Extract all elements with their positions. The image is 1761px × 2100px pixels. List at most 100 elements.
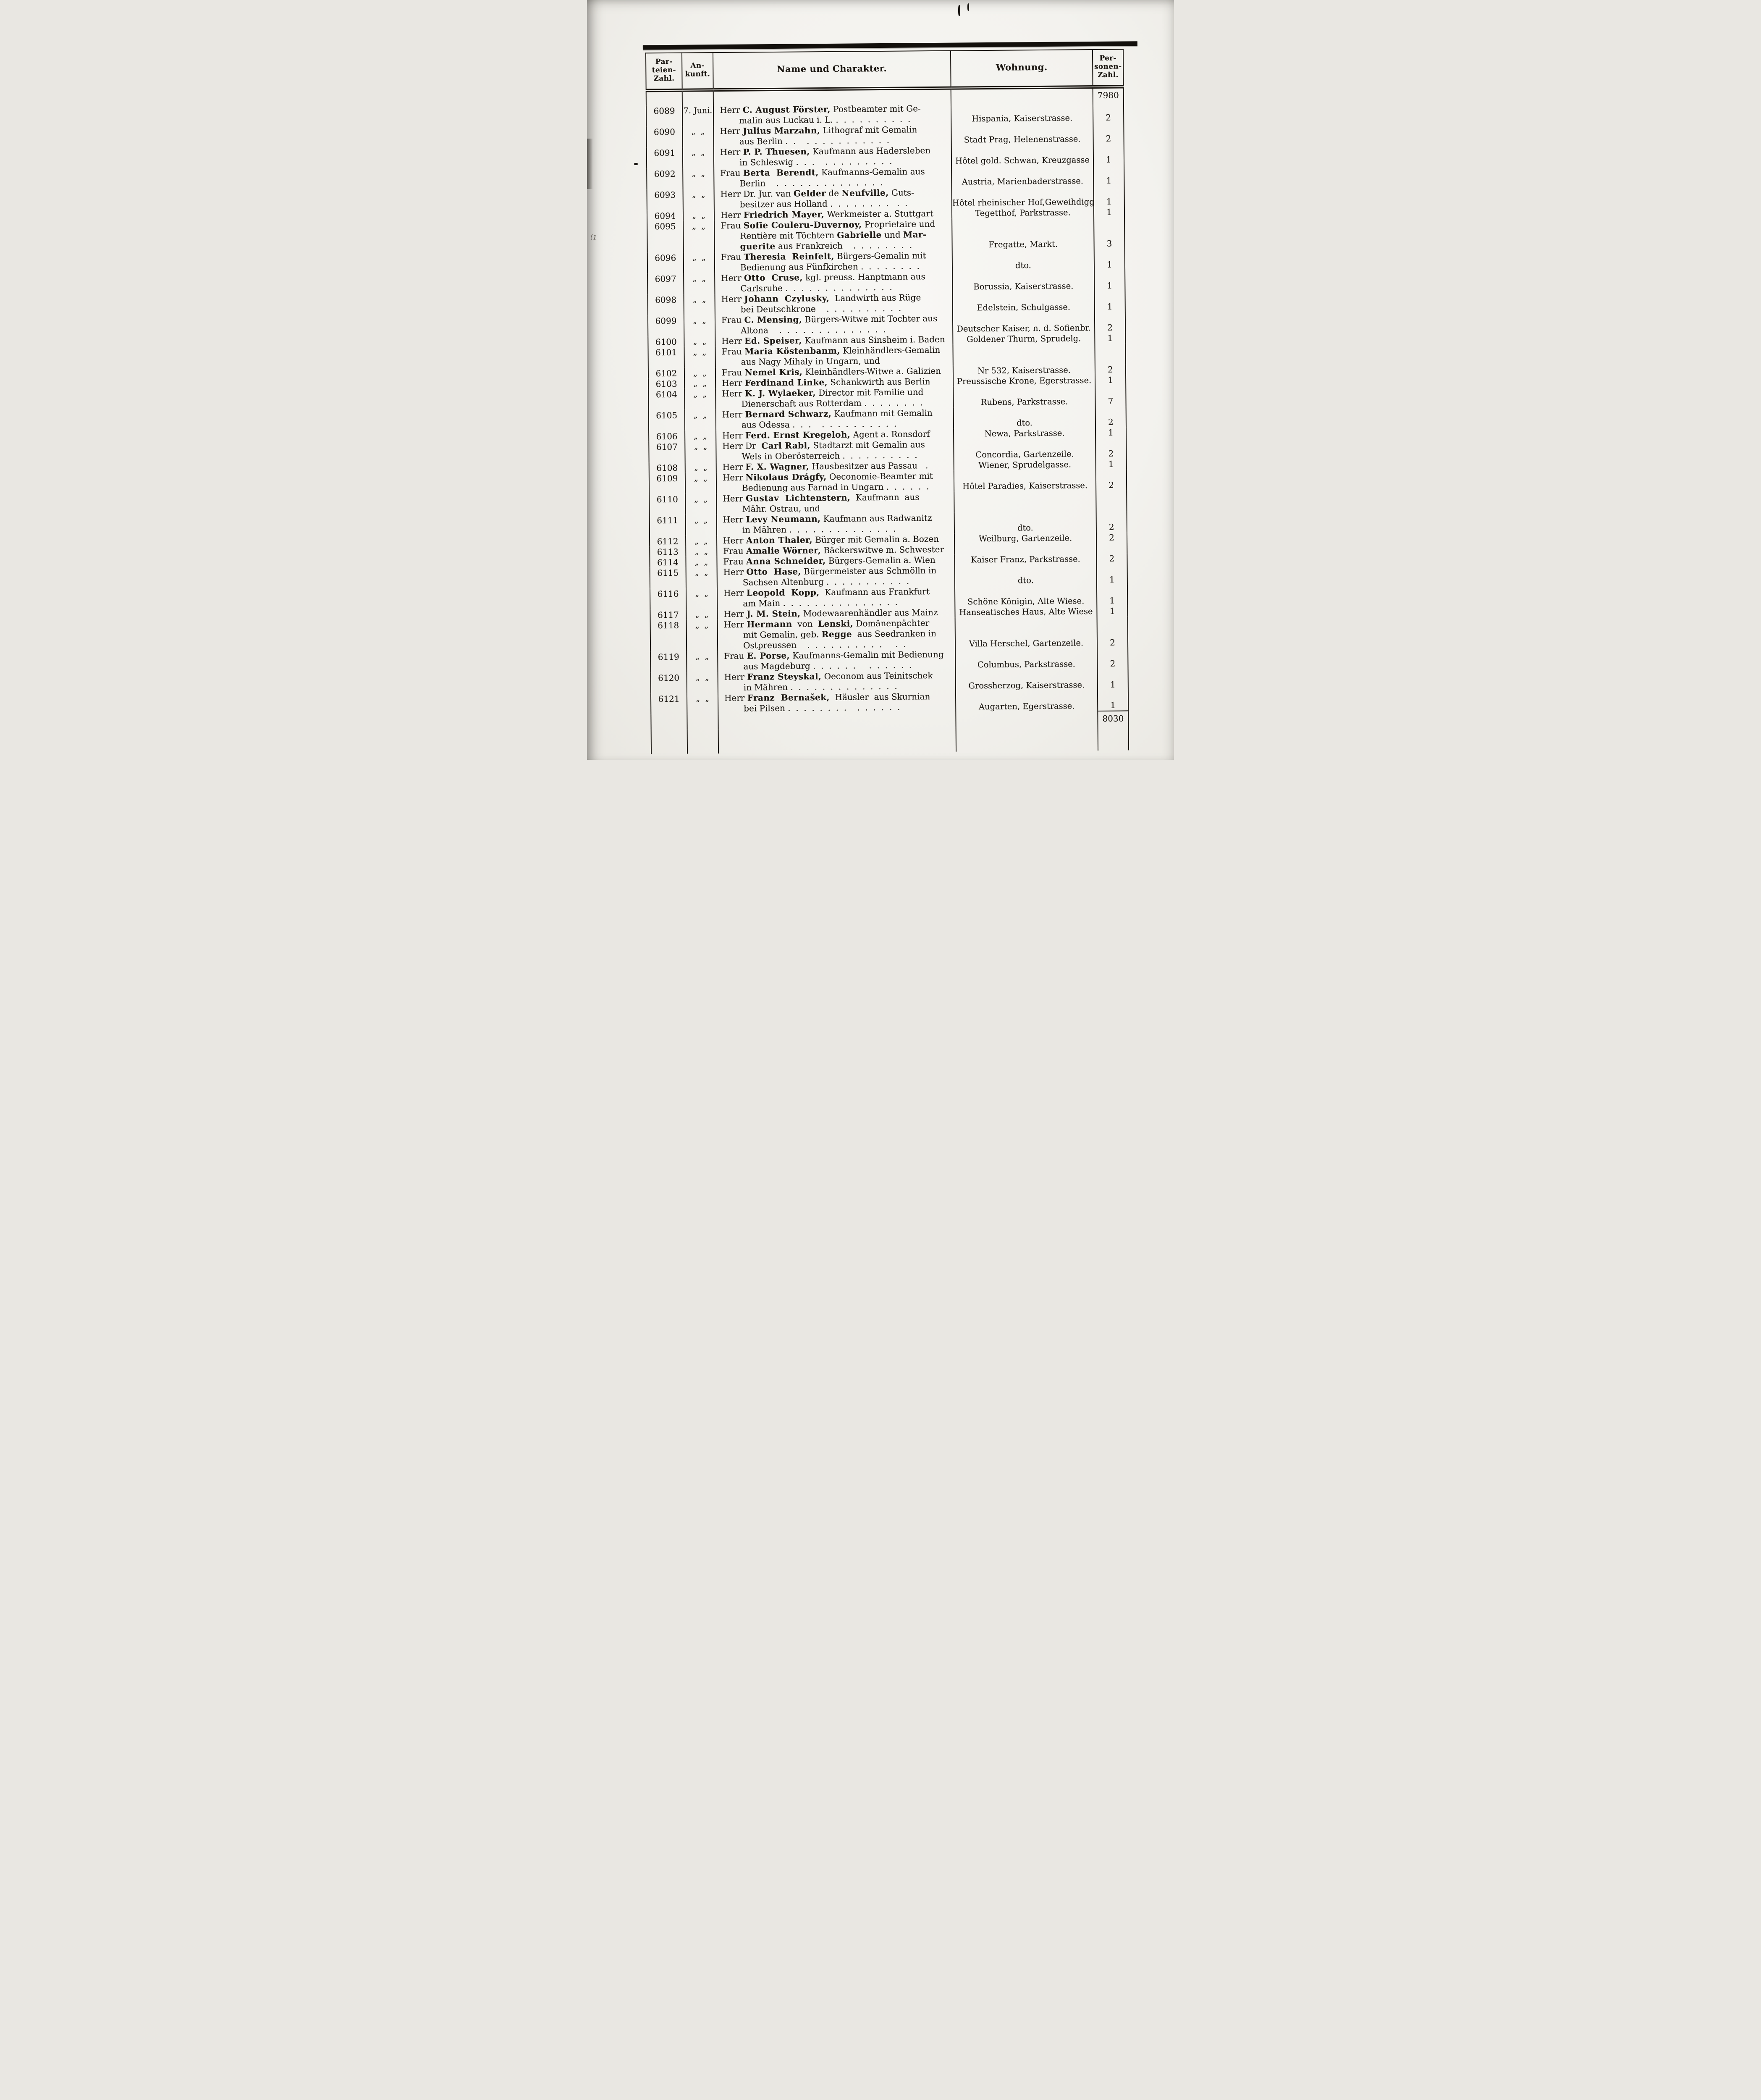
- arrival-date: „ „: [684, 410, 716, 431]
- persons-count: 1: [1093, 207, 1125, 218]
- lodging: [953, 344, 1095, 366]
- header-line: sonen-: [1094, 62, 1122, 71]
- guest-name-entry: Herr Otto Hase, Bürgermeister aus Schmöl…: [717, 565, 955, 588]
- lodging: Schöne Königin, Alte Wiese.: [954, 585, 1097, 607]
- party-number: 6111: [649, 514, 686, 536]
- table-row: 6121 „ „ Herr Franz Bernašek, Häusler aus …: [650, 690, 1129, 715]
- header-line: Per-: [1099, 54, 1116, 63]
- party-number: 6104: [648, 388, 685, 410]
- persons-count: 2: [1095, 469, 1127, 491]
- arrival-date: „ „: [685, 430, 716, 441]
- party-number: 6119: [650, 651, 687, 673]
- lodging: Hôtel gold. Schwan, Kreuzgasse: [951, 144, 1094, 166]
- lodging: Borussia, Kaiserstrasse.: [952, 270, 1095, 292]
- table-row: 6096 „ „ Frau Theresia Reinfelt, Bürgers-G…: [647, 249, 1125, 274]
- persons-count: 1: [1095, 333, 1126, 344]
- arrival-date: „ „: [683, 168, 714, 189]
- arrival-date: „ „: [686, 567, 717, 588]
- persons-count: 3: [1094, 217, 1125, 249]
- persons-count: 1: [1095, 375, 1126, 386]
- lodging: Preussische Krone, Egerstrasse.: [953, 375, 1095, 387]
- carryover-total: 7980: [1093, 87, 1124, 102]
- party-number: 6109: [649, 472, 686, 494]
- party-number: 6089: [646, 105, 683, 127]
- persons-count: 2: [1097, 648, 1128, 669]
- arrival-date: „ „: [686, 546, 717, 557]
- party-number: 6107: [649, 441, 685, 463]
- guest-name-line: Herr Franz Steyskal, Oeconom aus Teinits…: [724, 670, 933, 682]
- guest-name-line: Frau C. Mensing, Bürgers-Witwe mit Tocht…: [721, 313, 938, 325]
- arrival-date: „ „: [686, 556, 717, 567]
- persons-count: 2: [1093, 102, 1124, 123]
- party-number: 6112: [650, 536, 686, 547]
- col-header-wohnung: Wohnung.: [950, 50, 1093, 88]
- guest-name-entry: Herr Hermann von Lenski, Domänenpächter m…: [717, 617, 956, 651]
- empty-cell: [718, 712, 956, 730]
- guest-name-line: Herr Julius Marzahn, Lithograf mit Gemal…: [720, 124, 917, 136]
- scan-speck: [958, 5, 960, 16]
- guest-name-line: Herr Gustav Lichtenstern, Kaufmann aus: [723, 492, 920, 504]
- persons-count: 2: [1096, 532, 1127, 543]
- arrival-date: „ „: [685, 514, 717, 536]
- lodging: Deutscher Kaiser, n. d. Sofienbr.: [952, 312, 1095, 334]
- party-number: 6097: [647, 273, 684, 295]
- party-number: 6118: [650, 620, 687, 652]
- header-line: Zahl.: [1097, 71, 1119, 79]
- guest-name-line: Herr Franz Bernašek, Häusler aus Skurnia…: [724, 691, 930, 703]
- table-row: 6109 „ „ Herr Nikolaus Drágfy, Oeconomie-B…: [649, 469, 1127, 494]
- lodging: Edelstein, Schulgasse.: [952, 291, 1095, 313]
- lodging: Nr 532, Kaiserstrasse.: [953, 365, 1095, 376]
- party-number: 6094: [647, 210, 684, 221]
- party-number: 6115: [650, 567, 686, 589]
- guest-name-entry: Herr Dr. Jur. van Gelder de Neufville, G…: [714, 187, 952, 210]
- lodging: Goldener Thurm, Sprudelg.: [953, 333, 1095, 345]
- arrival-date: „ „: [686, 620, 718, 651]
- lodging: dto.: [954, 512, 1096, 534]
- scan-speck: [634, 163, 638, 165]
- arrival-date: „ „: [683, 210, 715, 221]
- lodging: Kaiser Franz, Parkstrasse.: [954, 554, 1097, 565]
- table-row: 6095 „ „ Frau Sofie Couleru-Duvernoy, Prop…: [647, 217, 1125, 253]
- table-row: 6104 „ „ Herr K. J. Wylaeker, Director mit…: [648, 385, 1126, 410]
- lodging: [954, 491, 1096, 513]
- party-number: 6113: [650, 546, 686, 557]
- persons-count: 2: [1097, 616, 1128, 648]
- persons-count: 2: [1093, 123, 1124, 144]
- arrival-date: „ „: [684, 388, 716, 410]
- lodging: Concordia, Gartenzeile.: [954, 438, 1096, 460]
- arrival-date: „ „: [683, 189, 714, 210]
- guest-name-entry: Frau Sofie Couleru-Duvernoy, Proprietair…: [714, 218, 952, 252]
- guest-name-line: Herr C. August Förster, Postbeamter mit …: [719, 103, 921, 116]
- persons-count: 2: [1095, 364, 1126, 375]
- lodging: Rubens, Parkstrasse.: [953, 386, 1095, 408]
- lodging: Villa Herschel, Gartenzeile.: [955, 616, 1098, 649]
- party-number: 6103: [648, 378, 685, 389]
- guest-name-line: Herr P. P. Thuesen, Kaufmann aus Hadersl…: [720, 145, 931, 158]
- party-number: 6095: [647, 220, 684, 253]
- arrival-date: „ „: [685, 494, 717, 515]
- persons-count: 1: [1095, 427, 1127, 438]
- guest-name-entry: Herr Otto Cruse, kgl. preuss. Hanptmann …: [715, 271, 953, 294]
- guest-name-line: Herr Leopold Kopp, Kaufmann aus Frankfur…: [723, 586, 930, 598]
- header-line: Par-: [655, 57, 673, 66]
- empty-cell: [687, 729, 719, 754]
- party-number: 6093: [647, 189, 683, 211]
- lodging: Wiener, Sprudelgasse.: [954, 459, 1096, 471]
- empty-cell: [687, 714, 718, 730]
- scanned-page: (1 Par- teien- Zahl. An- kunft.: [587, 0, 1174, 760]
- header-line: An-: [690, 61, 705, 70]
- table-row: 6119 „ „ Frau E. Porse, Kaufmanns-Gemalin …: [650, 648, 1128, 673]
- table-row: 6099 „ „ Frau C. Mensing, Bürgers-Witwe mi…: [647, 312, 1126, 337]
- guest-name-entry: Herr Franz Bernašek, Häusler aus Skurnia…: [718, 691, 956, 714]
- guest-name-line: mit Gemalin, geb. Regge aus Seedranken i…: [743, 628, 937, 640]
- empty-cell: [1098, 726, 1129, 751]
- party-number: 6110: [649, 494, 686, 515]
- arrival-date: „ „: [686, 609, 718, 620]
- party-number: 6108: [649, 462, 685, 473]
- lodging: Hispania, Kaiserstrasse.: [951, 102, 1093, 124]
- arrival-date: „ „: [687, 672, 718, 693]
- arrival-date: „ „: [687, 651, 718, 672]
- guest-name-entry: Herr C. August Förster, Postbeamter mit …: [713, 103, 951, 126]
- guest-name-entry: Herr Bernard Schwarz, Kaufmann mit Gemal…: [715, 407, 954, 431]
- guest-name-entry: Herr Gustav Lichtenstern, Kaufmann aus Mä…: [716, 491, 954, 515]
